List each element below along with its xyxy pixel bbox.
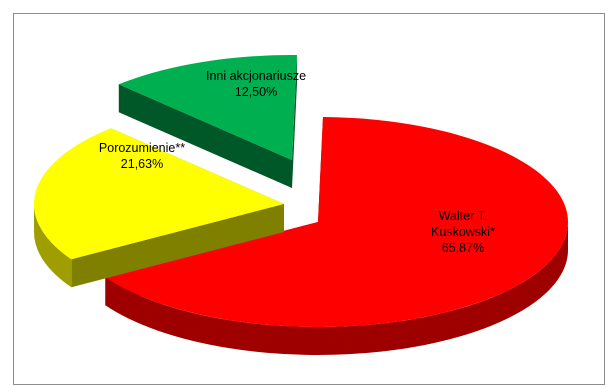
pie-slice-top-inni bbox=[118, 55, 297, 160]
pie-slice-top-porozumienie bbox=[34, 128, 284, 260]
pie-slice-cut-porozumienie-0 bbox=[71, 204, 284, 288]
pie-slice-cut-inni-1 bbox=[292, 55, 297, 189]
pie-slice-cut-inni-0 bbox=[118, 84, 292, 188]
pie-slice-porozumienie bbox=[34, 128, 284, 288]
slice-value-walter: 65,87% bbox=[441, 241, 485, 255]
slice-label-inni: Inni akcjonariusze 12,50% bbox=[196, 68, 316, 100]
slice-label-walter-line1: Walter T. bbox=[438, 209, 488, 223]
pie-slice-top-walter bbox=[105, 117, 568, 327]
slice-label-inni-line1: Inni akcjonariusze bbox=[205, 69, 307, 83]
pie-slice-inni bbox=[118, 55, 297, 189]
slice-label-walter: Walter T. Kuskowski* 65,87% bbox=[408, 208, 518, 256]
pie-slice-side-porozumienie bbox=[34, 204, 72, 288]
pie-slice-walter bbox=[105, 117, 568, 356]
slice-value-porozumienie: 21,63% bbox=[120, 157, 164, 171]
slice-label-walter-line2: Kuskowski* bbox=[431, 225, 495, 239]
pie-slice-side-walter bbox=[105, 222, 568, 356]
slice-label-porozumienie-line1: Porozumienie** bbox=[98, 141, 186, 155]
slice-label-porozumienie: Porozumienie** 21,63% bbox=[82, 140, 202, 172]
slice-value-inni: 12,50% bbox=[234, 85, 278, 99]
